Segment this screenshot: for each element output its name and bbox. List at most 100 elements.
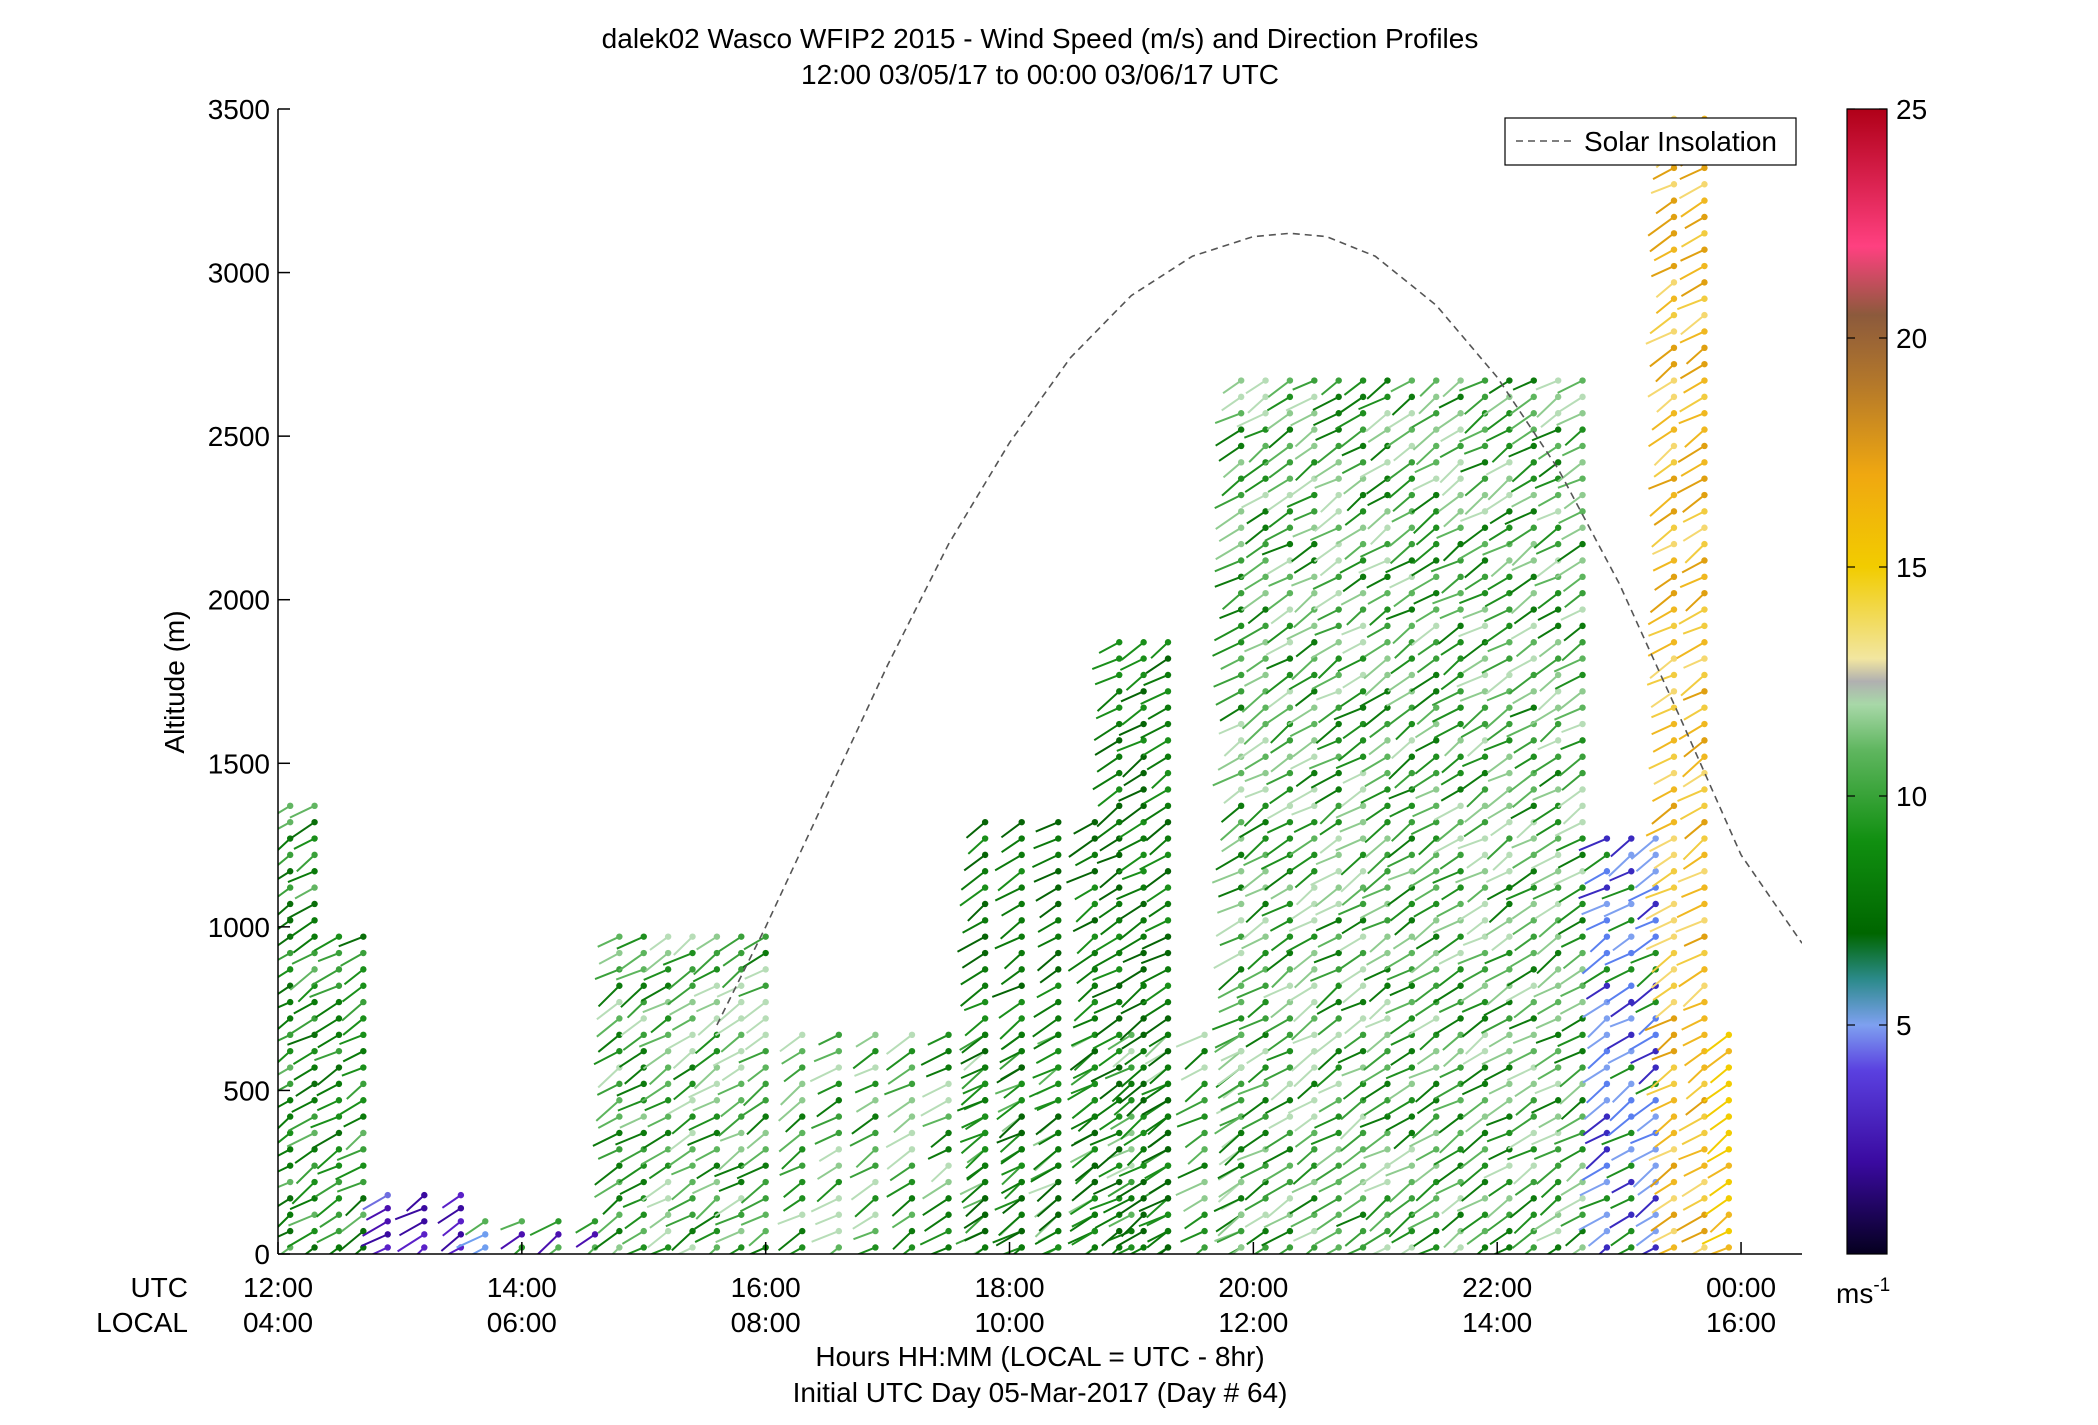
wind-barb — [1460, 1066, 1486, 1086]
wind-barb — [1180, 1230, 1205, 1243]
wind-barb-dot — [1457, 688, 1464, 695]
wind-barb-dot — [311, 868, 318, 875]
wind-barb — [1104, 1066, 1132, 1080]
wind-barb-dot — [1055, 1097, 1062, 1104]
wind-barb — [1139, 853, 1169, 871]
wind-barb — [998, 1115, 1023, 1139]
wind-barb — [671, 1164, 693, 1176]
wind-barb — [1463, 445, 1486, 455]
wind-barb-dot — [1554, 835, 1562, 842]
wind-barb — [394, 1207, 425, 1221]
wind-barb — [777, 1213, 803, 1225]
wind-barb — [1337, 903, 1364, 916]
wind-barb — [781, 1050, 803, 1065]
wind-barb-dot — [1506, 835, 1513, 842]
wind-barb-dot — [1286, 377, 1294, 384]
wind-barb — [339, 1099, 364, 1115]
wind-barb-dot — [1554, 491, 1562, 499]
wind-barb — [1344, 510, 1364, 526]
wind-barb — [1680, 199, 1706, 218]
wind-barb — [1677, 870, 1705, 883]
wind-barb-dot — [1116, 704, 1123, 711]
wind-barb-dot — [263, 835, 269, 841]
wind-barb — [1486, 984, 1511, 1006]
wind-barb — [278, 952, 291, 962]
wind-barb — [1222, 379, 1242, 395]
wind-barb — [1585, 1083, 1608, 1104]
wind-barb — [1067, 952, 1096, 972]
wind-barb — [1607, 1115, 1632, 1137]
wind-barb-dot — [1140, 655, 1147, 662]
wind-barb — [999, 1132, 1023, 1153]
wind-barb-dot — [1408, 589, 1416, 597]
wind-barb-dot — [286, 1080, 294, 1088]
wind-barb — [1680, 248, 1705, 262]
wind-barb-dot — [1116, 1146, 1123, 1153]
wind-barb — [1313, 952, 1340, 964]
wind-barb-dot — [1237, 966, 1245, 973]
wind-barb — [1412, 543, 1437, 565]
wind-barb — [1230, 1246, 1242, 1254]
wind-barb-dot — [640, 1113, 647, 1120]
wind-barb-dot — [1670, 720, 1678, 728]
wind-barb — [1285, 935, 1315, 953]
wind-barb — [1314, 477, 1340, 489]
wind-barb-dot — [1359, 393, 1367, 401]
wind-barb-dot — [1091, 884, 1099, 891]
wind-barb-dot — [263, 1130, 269, 1136]
wind-barb-dot — [1506, 720, 1513, 728]
wind-barb — [1037, 935, 1059, 948]
wind-barb — [1484, 1099, 1510, 1119]
wind-barb-dot — [1262, 966, 1269, 973]
wind-barb — [1389, 575, 1413, 589]
wind-barb-dot — [799, 1195, 806, 1202]
wind-barb — [1294, 870, 1315, 889]
wind-barb — [1266, 396, 1291, 412]
wind-barb — [1246, 1230, 1267, 1246]
wind-barb — [1266, 625, 1291, 644]
wind-barb — [1291, 1181, 1315, 1194]
wind-barb-dot — [1286, 818, 1294, 826]
wind-barb-dot — [1091, 835, 1099, 842]
wind-barb-dot — [1554, 786, 1562, 793]
wind-barb — [641, 1083, 669, 1103]
wind-barb-dot — [1457, 704, 1464, 711]
wind-barb — [1265, 1099, 1291, 1115]
wind-barb-dot — [1018, 868, 1025, 875]
wind-barb — [994, 1082, 1023, 1095]
wind-barb-dot — [1725, 1080, 1733, 1088]
wind-barb-dot — [1055, 851, 1062, 859]
wind-barb-dot — [1384, 704, 1391, 711]
wind-barb — [648, 1164, 669, 1180]
wind-barb — [1296, 1148, 1315, 1166]
wind-barb — [1461, 1132, 1486, 1154]
wind-barb-dot — [1335, 1047, 1342, 1055]
wind-barb — [1612, 935, 1632, 952]
wind-barb — [1564, 592, 1584, 609]
wind-barb — [963, 1213, 986, 1230]
colorbar-gradient — [1846, 108, 1888, 1255]
wind-barb — [716, 984, 742, 998]
wind-barb-dot — [1140, 917, 1147, 924]
wind-barb — [1241, 690, 1267, 713]
wind-barb — [1221, 837, 1242, 853]
wind-barb-dot — [286, 1195, 294, 1202]
wind-barb — [960, 1066, 986, 1080]
wind-barb — [1682, 526, 1705, 542]
wind-barb — [1514, 1181, 1535, 1196]
wind-barb — [278, 870, 291, 881]
wind-barb — [1294, 1115, 1315, 1132]
wind-barb — [921, 1082, 950, 1098]
wind-barb-dot — [1652, 835, 1659, 842]
wind-barb-dot — [1506, 459, 1513, 466]
wind-barb-dot — [1311, 1195, 1318, 1202]
wind-barb — [722, 952, 742, 967]
wind-barb — [597, 935, 620, 948]
wind-barb — [1099, 870, 1120, 889]
wind-barb — [1241, 461, 1267, 480]
wind-barb-dot — [664, 966, 672, 973]
wind-barb — [1678, 608, 1705, 625]
wind-barb — [996, 1099, 1023, 1121]
wind-barb — [1033, 1148, 1059, 1171]
wind-barb-dot — [1701, 230, 1708, 237]
